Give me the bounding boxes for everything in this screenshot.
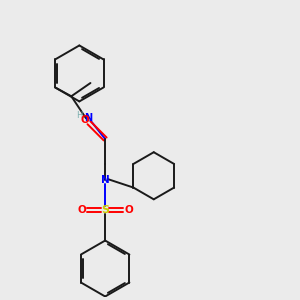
Text: O: O — [124, 205, 133, 214]
Text: O: O — [80, 115, 89, 125]
Text: S: S — [101, 205, 109, 214]
Text: N: N — [84, 113, 92, 123]
Text: O: O — [77, 205, 86, 214]
Text: N: N — [101, 175, 110, 185]
Text: H: H — [76, 111, 83, 120]
